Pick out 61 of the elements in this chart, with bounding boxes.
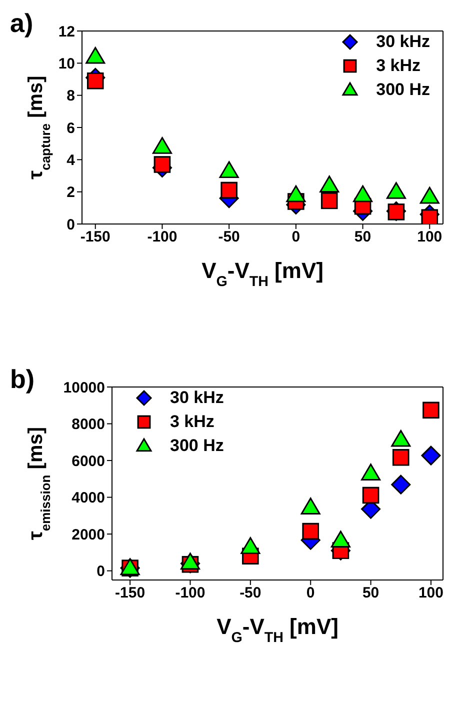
x-tick-label: 0: [292, 228, 300, 246]
y-tick-label: 0: [66, 216, 75, 234]
point: [152, 137, 172, 154]
legend-label: 30 kHz: [376, 32, 430, 52]
point: [420, 186, 440, 204]
legend-label: 3 kHz: [376, 56, 421, 76]
x-axis-title: V$_{G}$-V$_{TH}$ [mV]: [202, 258, 324, 290]
point: [353, 185, 373, 202]
point: [320, 192, 338, 210]
point: [180, 552, 200, 570]
x-tick-label: -100: [175, 584, 206, 602]
point: [300, 498, 320, 514]
point: [386, 182, 406, 199]
x-tick-label: 0: [306, 584, 315, 602]
y-tick-label: 12: [58, 23, 75, 40]
x-tick-label: -100: [147, 228, 178, 246]
x-axis-title: V$_{G}$-V$_{TH}$ [mV]: [216, 614, 338, 646]
point: [421, 446, 441, 466]
legend-label: 300 Hz: [376, 80, 430, 100]
x-tick-label: 100: [417, 228, 442, 246]
legend-label: 300 Hz: [170, 436, 224, 456]
point: [422, 402, 440, 419]
point: [391, 430, 411, 447]
point: [302, 522, 319, 540]
point: [388, 204, 405, 220]
y-tick-label: 2000: [72, 526, 105, 544]
point: [219, 161, 239, 178]
x-tick-label: 50: [354, 228, 372, 246]
point: [362, 486, 380, 504]
y-tick-label: 6000: [72, 452, 105, 470]
y-tick-label: 6: [66, 120, 75, 137]
y-tick-label: 4000: [72, 490, 105, 507]
legend-label: 3 kHz: [170, 412, 214, 432]
x-tick-label: 100: [418, 584, 444, 602]
x-tick-label: 50: [362, 584, 380, 602]
y-tick-label: 4: [66, 152, 76, 169]
y-tick-label: 8: [66, 88, 75, 105]
point: [220, 182, 238, 199]
chart-title: a): [10, 8, 34, 39]
y-tick-label: 8000: [72, 416, 105, 434]
y-tick-label: 10000: [63, 379, 105, 396]
point: [154, 156, 171, 173]
point: [86, 46, 106, 64]
point: [391, 474, 411, 494]
point: [320, 176, 340, 192]
point: [86, 72, 104, 90]
y-tick-label: 2: [66, 184, 75, 202]
chart-title: b): [10, 364, 35, 395]
point: [361, 464, 381, 480]
x-tick-label: -50: [240, 584, 262, 602]
x-tick-label: -150: [115, 584, 146, 602]
point: [392, 449, 410, 466]
point: [286, 185, 306, 202]
point: [330, 530, 350, 548]
y-tick-label: 10: [58, 55, 75, 72]
point: [421, 209, 438, 224]
y-tick-label: 0: [96, 563, 105, 580]
x-tick-label: -50: [218, 228, 240, 246]
point: [240, 537, 260, 554]
legend-label: 30 kHz: [170, 388, 224, 408]
x-tick-label: -150: [80, 228, 110, 246]
